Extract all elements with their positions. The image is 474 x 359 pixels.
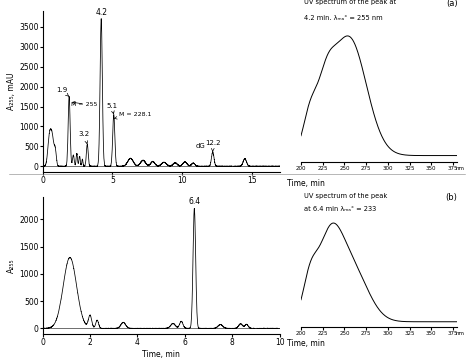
Text: Time, min: Time, min xyxy=(287,179,325,188)
Text: at 6.4 min λₘₐˣ = 233: at 6.4 min λₘₐˣ = 233 xyxy=(304,206,376,212)
Text: 5.1: 5.1 xyxy=(106,103,117,114)
Text: UV spectrum of the peak at: UV spectrum of the peak at xyxy=(304,0,396,5)
Text: nm: nm xyxy=(456,331,465,336)
Text: 6.4: 6.4 xyxy=(188,197,201,206)
Text: nm: nm xyxy=(456,166,465,171)
Text: (b): (b) xyxy=(446,193,457,202)
Text: 12.2: 12.2 xyxy=(205,140,220,152)
Text: 3.2: 3.2 xyxy=(79,131,90,144)
Text: 4.2 min. λₘₐˣ = 255 nm: 4.2 min. λₘₐˣ = 255 nm xyxy=(304,15,383,21)
Text: M = 255: M = 255 xyxy=(71,102,98,107)
Text: 4.2: 4.2 xyxy=(95,8,107,17)
Text: M = 228.1: M = 228.1 xyxy=(114,112,152,119)
Text: Time, min: Time, min xyxy=(287,339,325,348)
X-axis label: Time, min: Time, min xyxy=(142,350,180,359)
Text: dG: dG xyxy=(196,143,206,149)
Y-axis label: A₂₅₅, mAU: A₂₅₅, mAU xyxy=(7,73,16,110)
Text: 1.9: 1.9 xyxy=(56,87,69,96)
Text: (a): (a) xyxy=(446,0,457,8)
Text: UV spectrum of the peak: UV spectrum of the peak xyxy=(304,193,387,199)
Y-axis label: A₂₅₅: A₂₅₅ xyxy=(7,258,16,273)
